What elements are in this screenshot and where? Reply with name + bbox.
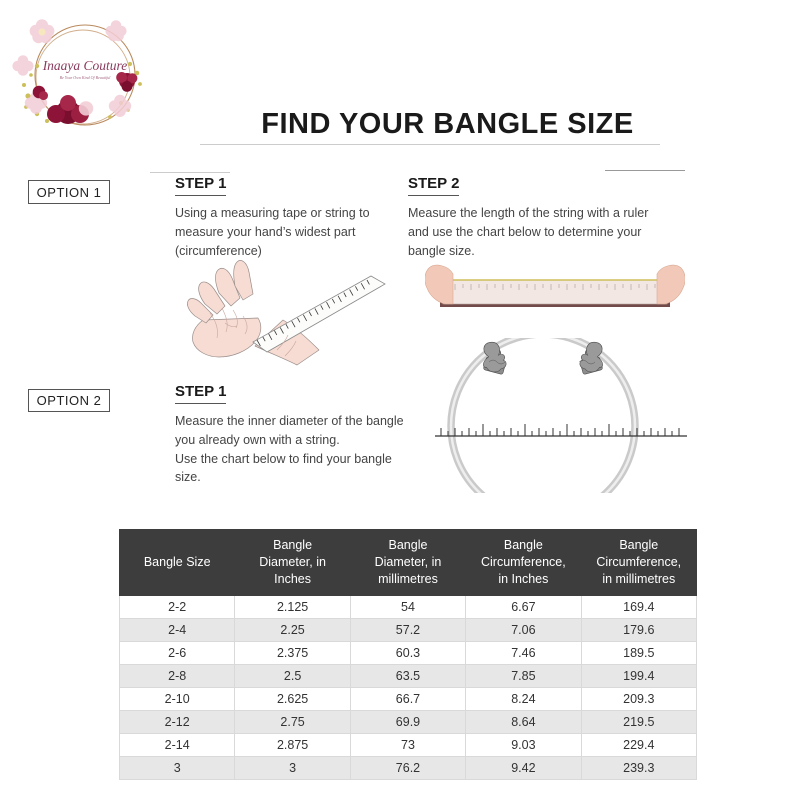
svg-text:Inaaya Couture: Inaaya Couture xyxy=(42,58,128,73)
svg-text:Be Your Own Kind Of Beautiful: Be Your Own Kind Of Beautiful xyxy=(60,75,112,80)
